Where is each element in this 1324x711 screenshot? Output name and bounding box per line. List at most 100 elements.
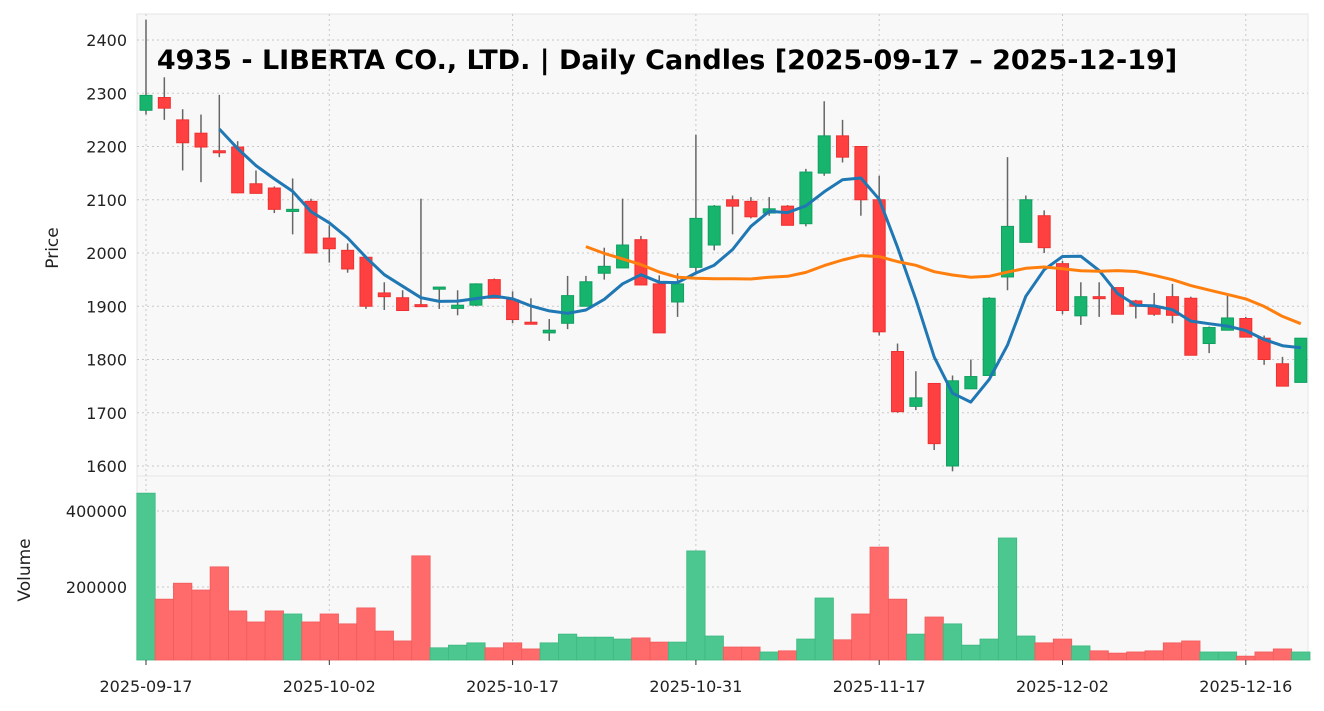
candle-up <box>817 135 831 174</box>
volume-bar <box>521 648 541 661</box>
candle-up <box>689 217 703 268</box>
candle-up <box>1074 296 1088 317</box>
candle-down <box>781 205 795 226</box>
price-tick-label: 2300 <box>86 84 127 103</box>
volume-bar <box>667 641 688 661</box>
volume-bar <box>1236 655 1256 661</box>
volume-bar <box>1181 640 1201 661</box>
candle-down <box>854 146 868 201</box>
volume-bar <box>1217 651 1238 661</box>
volume-bar <box>502 642 523 661</box>
volume-bar <box>429 647 449 661</box>
volume-bar <box>851 613 871 661</box>
candle-up <box>799 171 813 225</box>
volume-bar <box>264 610 284 661</box>
price-tick-label: 1800 <box>86 351 127 370</box>
volume-bar <box>741 646 761 661</box>
candle-up <box>451 304 465 309</box>
price-tick-label: 2200 <box>86 138 127 157</box>
candle-down <box>157 97 171 109</box>
volume-bar <box>191 589 211 661</box>
candle-up <box>964 376 978 390</box>
volume-bar <box>924 616 944 661</box>
candle-down <box>267 187 281 210</box>
volume-bar <box>484 647 504 661</box>
candle-down <box>1275 363 1289 387</box>
volume-bar <box>997 537 1018 661</box>
candle-up <box>469 283 483 306</box>
volume-bar <box>1144 650 1164 661</box>
volume-bar <box>832 639 853 661</box>
volume-bar <box>759 651 779 661</box>
candle-up <box>707 205 721 246</box>
volume-bar <box>301 621 321 661</box>
x-tick-label: 2025-09-17 <box>100 677 193 696</box>
volume-bar <box>136 492 156 661</box>
volume-bar <box>576 636 596 661</box>
candle-down <box>487 279 501 299</box>
moving-average-line-ma25 <box>585 245 1302 326</box>
candle-down <box>1092 296 1106 300</box>
candle-up <box>671 283 685 303</box>
candle-up <box>139 94 153 111</box>
chart-title: 4935 - LIBERTA CO., LTD. | Daily Candles… <box>157 45 1177 76</box>
candle-down <box>1056 263 1069 312</box>
volume-bar <box>411 555 431 661</box>
volume-bar <box>283 613 303 661</box>
volume-bar <box>1291 651 1311 661</box>
candle-down <box>212 150 226 154</box>
volume-bar <box>393 640 413 661</box>
volume-bar <box>594 636 614 661</box>
volume-bar <box>246 621 266 661</box>
x-tick-label: 2025-10-31 <box>649 677 742 696</box>
volume-bar <box>1272 648 1293 661</box>
candle-down <box>927 382 941 445</box>
candle-up <box>1001 225 1015 278</box>
candle-down <box>377 292 391 298</box>
candle-down <box>1239 317 1253 338</box>
volume-bar <box>612 638 633 661</box>
candle-up <box>946 380 960 467</box>
volume-bar <box>722 646 743 661</box>
volume-bar <box>869 546 889 661</box>
candle-down <box>524 321 538 325</box>
volume-bar <box>796 638 816 661</box>
volume-bar <box>209 566 229 661</box>
candle-down <box>359 256 373 307</box>
volume-bar <box>1034 642 1054 661</box>
volume-bar <box>154 598 174 661</box>
candle-down <box>341 249 355 270</box>
volume-bar <box>686 550 706 661</box>
candle-up <box>909 397 923 407</box>
volume-tick-label: 200000 <box>66 578 127 597</box>
candle-down <box>414 304 428 308</box>
volume-bar <box>1052 638 1073 661</box>
moving-average-line-ma5 <box>218 127 1301 404</box>
candle-down <box>891 351 905 413</box>
candle-down <box>396 297 410 312</box>
volume-bar <box>961 644 981 661</box>
candle-up <box>1202 327 1216 345</box>
volume-bar <box>887 598 908 661</box>
volume-bar <box>704 635 724 661</box>
x-tick-label: 2025-10-17 <box>466 677 559 696</box>
candle-down <box>176 119 190 144</box>
candle-down <box>249 183 263 194</box>
volume-bar <box>1199 651 1219 661</box>
x-tick-label: 2025-11-17 <box>833 677 926 696</box>
volume-bar <box>814 597 834 661</box>
volume-bar <box>906 633 926 661</box>
volume-bar <box>1126 651 1146 661</box>
candle-up <box>432 286 446 290</box>
volume-bar <box>631 637 651 661</box>
candle-down <box>1184 297 1198 356</box>
candle-up <box>1019 199 1033 243</box>
volume-bar <box>466 642 486 661</box>
volume-bar <box>942 623 963 661</box>
volume-bar <box>374 630 394 661</box>
candle-down <box>744 200 758 218</box>
candle-up <box>579 281 593 307</box>
candle-up <box>542 329 556 334</box>
candle-up <box>597 265 611 274</box>
